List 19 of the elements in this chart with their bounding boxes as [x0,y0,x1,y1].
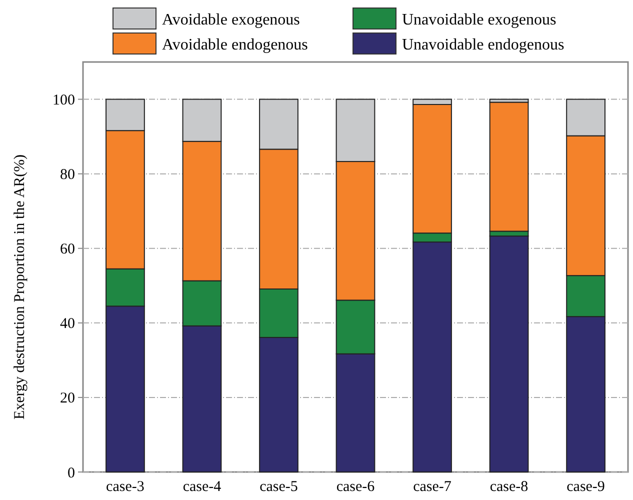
legend-label: Avoidable endogenous [162,36,308,54]
legend-label: Unavoidable endogenous [402,36,564,54]
x-tick-label: case-8 [490,479,528,495]
y-tick-label: 0 [68,465,75,482]
y-tick-label: 80 [60,167,75,184]
y-tick-label: 100 [52,92,75,109]
x-tick-label: case-6 [336,479,376,495]
legend-label: Unavoidable exogenous [402,12,556,29]
y-tick-label: 40 [60,316,75,332]
y-axis-title: Exergy destruction Proportion in the AR(%) [12,154,28,420]
x-tick-label: case-5 [260,479,298,495]
bar [489,236,529,472]
y-tick-label: 20 [60,390,75,407]
x-tick-label: case-9 [566,479,605,495]
y-tick-label: 60 [60,242,75,258]
x-tick-label: case-3 [106,479,144,495]
x-tick-label: case-4 [182,479,222,495]
x-tick-label: case-7 [413,479,452,495]
legend-label: Avoidable exogenous [162,12,300,29]
